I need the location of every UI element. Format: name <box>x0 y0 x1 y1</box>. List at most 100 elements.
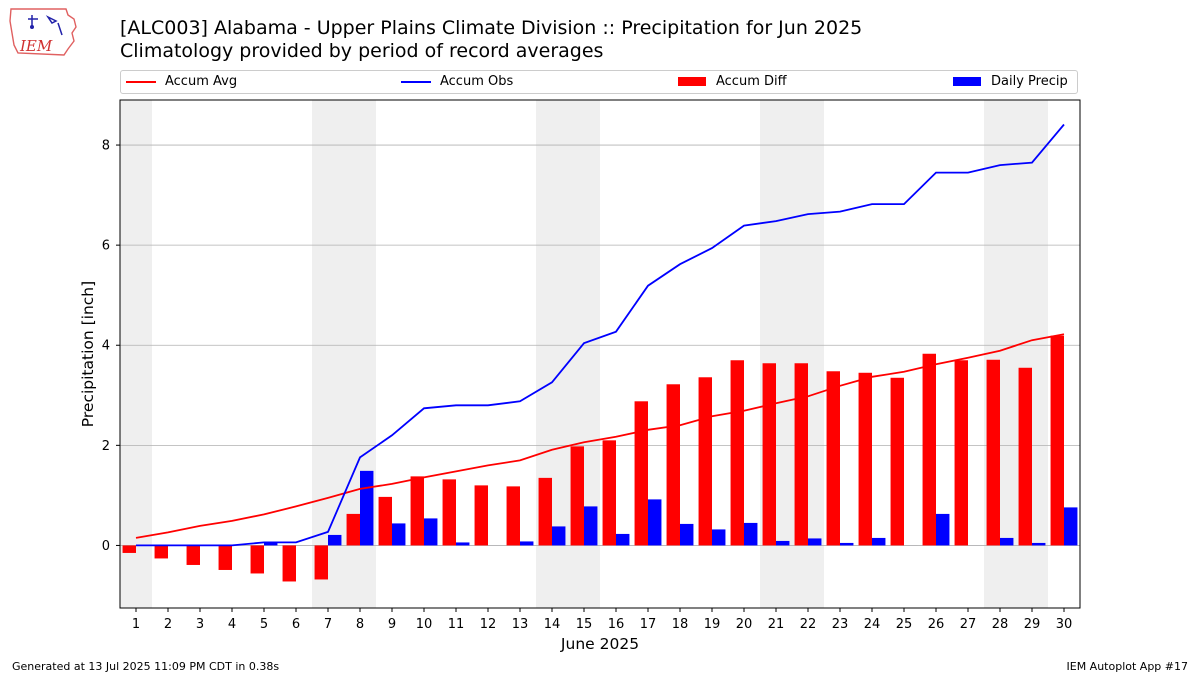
diff-bar-14 <box>538 477 552 546</box>
legend-swatch-diff <box>678 77 706 86</box>
diff-bar-19 <box>698 377 712 546</box>
plot-frame <box>119 99 1081 609</box>
diff-bar-8 <box>346 513 360 546</box>
diff-bar-18 <box>666 384 680 546</box>
x-tick-label-22: 22 <box>800 617 817 632</box>
iem-logo: IEM <box>9 8 77 56</box>
x-tick-label-3: 3 <box>196 617 204 632</box>
legend-label: Daily Precip <box>991 74 1068 89</box>
x-tick-label-24: 24 <box>864 617 881 632</box>
diff-bar-6 <box>282 545 296 582</box>
lines <box>135 123 1065 547</box>
diff-bar-25 <box>890 377 904 546</box>
diff-bar-13 <box>506 486 520 546</box>
diff-bar-3 <box>186 545 200 565</box>
daily-bar-24 <box>872 537 886 546</box>
x-tick-label-11: 11 <box>448 617 465 632</box>
footer-app: IEM Autoplot App #17 <box>1066 660 1189 673</box>
x-tick-label-19: 19 <box>704 617 721 632</box>
legend-label: Accum Obs <box>440 74 514 89</box>
x-tick-label-21: 21 <box>768 617 785 632</box>
daily-bar-17 <box>648 499 662 546</box>
diff-bar-24 <box>858 372 872 546</box>
series-line-accum-obs <box>136 123 1065 547</box>
x-axis-label: June 2025 <box>560 635 639 653</box>
x-tick-label-1: 1 <box>132 617 140 632</box>
legend-label: Accum Avg <box>165 74 238 89</box>
daily-bar-15 <box>584 506 598 546</box>
y-tick-label-2: 2 <box>102 439 110 454</box>
station-icon <box>28 15 63 36</box>
legend-swatch-avg <box>126 80 156 83</box>
x-tick-label-9: 9 <box>388 617 396 632</box>
bars <box>122 335 1078 582</box>
x-tick-label-20: 20 <box>736 617 753 632</box>
diff-bar-22 <box>794 363 808 546</box>
x-tick-label-15: 15 <box>576 617 593 632</box>
diff-bar-12 <box>474 485 488 546</box>
diff-bar-26 <box>922 353 936 546</box>
weekend-band-1 <box>120 100 152 608</box>
diff-bar-20 <box>730 360 744 546</box>
legend-entry-accum-avg: Accum Avg <box>126 74 237 89</box>
daily-bar-20 <box>744 522 758 546</box>
footer-generated: Generated at 13 Jul 2025 11:09 PM CDT in… <box>12 660 280 673</box>
x-tick-label-8: 8 <box>356 617 364 632</box>
diff-bar-27 <box>954 360 968 546</box>
chart-subtitle: Climatology provided by period of record… <box>120 40 604 62</box>
x-tick-label-4: 4 <box>228 617 236 632</box>
x-tick-label-12: 12 <box>480 617 497 632</box>
y-tick-label-0: 0 <box>102 539 110 554</box>
diff-bar-28 <box>986 359 1000 546</box>
daily-bar-29 <box>1032 542 1046 546</box>
legend-swatch-daily <box>953 77 981 86</box>
daily-bar-28 <box>1000 537 1014 546</box>
x-tick-label-6: 6 <box>292 617 300 632</box>
diff-bar-23 <box>826 371 840 546</box>
daily-bar-22 <box>808 538 822 546</box>
daily-bar-9 <box>392 523 406 546</box>
iowa-outline <box>9 8 77 56</box>
daily-bar-16 <box>616 533 630 546</box>
daily-bar-8 <box>360 470 374 546</box>
diff-bar-30 <box>1050 335 1064 546</box>
diff-bar-29 <box>1018 367 1032 546</box>
x-tick-label-23: 23 <box>832 617 849 632</box>
diff-bar-11 <box>442 479 456 546</box>
x-tick-label-28: 28 <box>992 617 1009 632</box>
axes <box>119 99 1081 609</box>
legend-swatch-obs <box>401 80 431 83</box>
daily-bar-18 <box>680 523 694 546</box>
diff-bar-21 <box>762 363 776 546</box>
legend-entry-accum-diff: Accum Diff <box>678 74 787 89</box>
x-tick-label-18: 18 <box>672 617 689 632</box>
x-tick-label-13: 13 <box>512 617 529 632</box>
weekend-band-7 <box>312 100 344 608</box>
y-tick-label-4: 4 <box>102 339 110 354</box>
daily-bar-26 <box>936 513 950 546</box>
y-tick-label-8: 8 <box>102 139 110 154</box>
diff-bar-15 <box>570 446 584 546</box>
chart-title: [ALC003] Alabama - Upper Plains Climate … <box>120 17 863 39</box>
weekend-shading <box>120 100 1048 608</box>
legend-label: Accum Diff <box>716 74 787 89</box>
diff-bar-9 <box>378 496 392 546</box>
y-tick-label-6: 6 <box>102 239 110 254</box>
daily-bar-7 <box>328 534 342 546</box>
x-tick-label-25: 25 <box>896 617 913 632</box>
legend-entry-accum-obs: Accum Obs <box>401 74 513 89</box>
diff-bar-2 <box>154 545 168 559</box>
series-line-accum-avg <box>135 333 1065 539</box>
daily-bar-11 <box>456 542 470 546</box>
gridlines <box>120 144 1080 546</box>
x-tick-label-10: 10 <box>416 617 433 632</box>
legend-entry-daily-precip: Daily Precip <box>953 74 1068 89</box>
diff-bar-10 <box>410 476 424 546</box>
x-tick-label-27: 27 <box>960 617 977 632</box>
diff-bar-7 <box>314 545 328 580</box>
x-tick-label-17: 17 <box>640 617 657 632</box>
x-tick-label-26: 26 <box>928 617 945 632</box>
daily-bar-23 <box>840 542 854 546</box>
daily-bar-10 <box>424 518 438 546</box>
